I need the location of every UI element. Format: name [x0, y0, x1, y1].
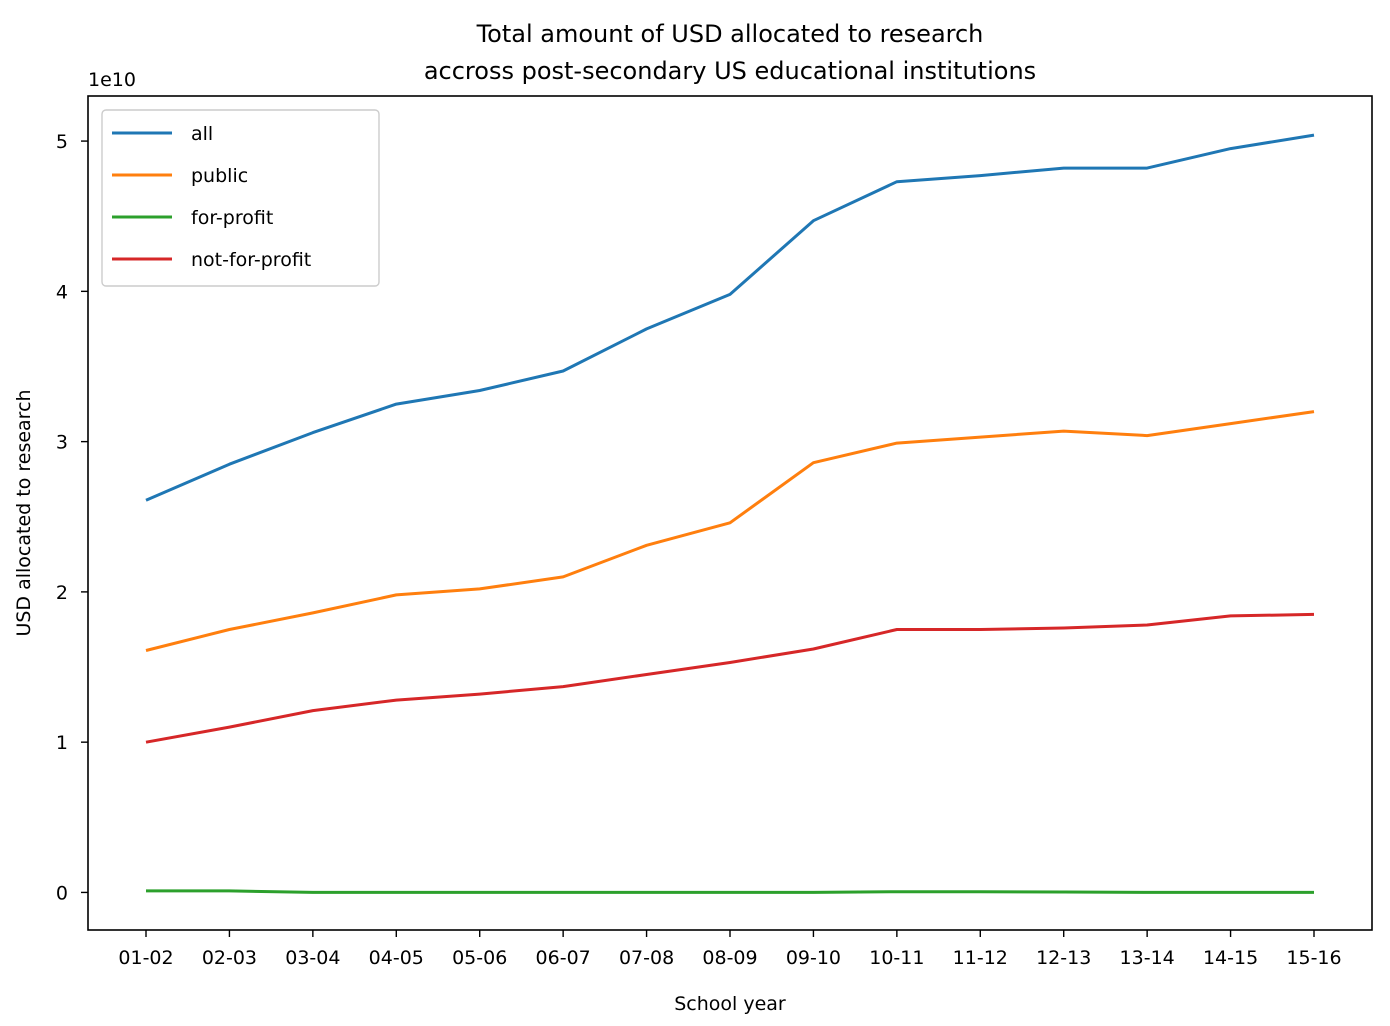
- x-tick-label: 03-04: [285, 947, 340, 969]
- x-axis-label: School year: [674, 993, 786, 1015]
- series-layer: [145, 133, 1315, 894]
- y-tick-label: 0: [56, 882, 68, 904]
- x-tick-label: 07-08: [619, 947, 674, 969]
- y-axis-ticks: 0 1 2 3 4 5: [56, 131, 88, 904]
- x-tick-label: 01-02: [118, 947, 173, 969]
- x-tick-label: 05-06: [452, 947, 507, 969]
- x-tick-label: 08-09: [702, 947, 757, 969]
- legend-label-all: all: [191, 123, 213, 145]
- series-line-for-profit: [146, 889, 1314, 894]
- y-axis-label: USD allocated to research: [13, 389, 35, 636]
- x-tick-label: 09-10: [786, 947, 841, 969]
- x-tick-label: 06-07: [536, 947, 591, 969]
- y-tick-label: 5: [56, 131, 68, 153]
- series-line-public: [145, 410, 1315, 652]
- x-tick-label: 10-11: [869, 947, 924, 969]
- legend-box: [101, 109, 380, 287]
- chart-title-line-1: Total amount of USD allocated to researc…: [476, 20, 984, 48]
- x-tick-label: 02-03: [202, 947, 257, 969]
- legend-label-for-profit: for-profit: [191, 207, 273, 229]
- x-tick-label: 13-14: [1120, 947, 1175, 969]
- x-tick-label: 15-16: [1286, 947, 1341, 969]
- y-tick-label: 2: [56, 582, 68, 604]
- x-axis-ticks: 01-02 02-03 03-04 04-05 05-06 06-07 07-08 08-09…: [118, 930, 1342, 969]
- y-tick-label: 1: [56, 732, 68, 754]
- y-tick-label: 4: [56, 281, 68, 303]
- legend-label-public: public: [191, 165, 248, 187]
- x-tick-label: 11-12: [953, 947, 1008, 969]
- series-line-all: [145, 133, 1315, 502]
- legend: all public for-profit not-for-profit: [101, 109, 380, 287]
- x-tick-label: 14-15: [1203, 947, 1258, 969]
- series-line-not-for-profit: [145, 612, 1315, 744]
- chart-title-line-2: accross post-secondary US educational in…: [424, 57, 1036, 85]
- x-tick-label: 12-13: [1036, 947, 1091, 969]
- y-axis-offset-label: 1e10: [88, 69, 136, 91]
- legend-label-not-for-profit: not-for-profit: [191, 249, 311, 271]
- y-tick-label: 3: [56, 432, 68, 454]
- x-tick-label: 04-05: [369, 947, 424, 969]
